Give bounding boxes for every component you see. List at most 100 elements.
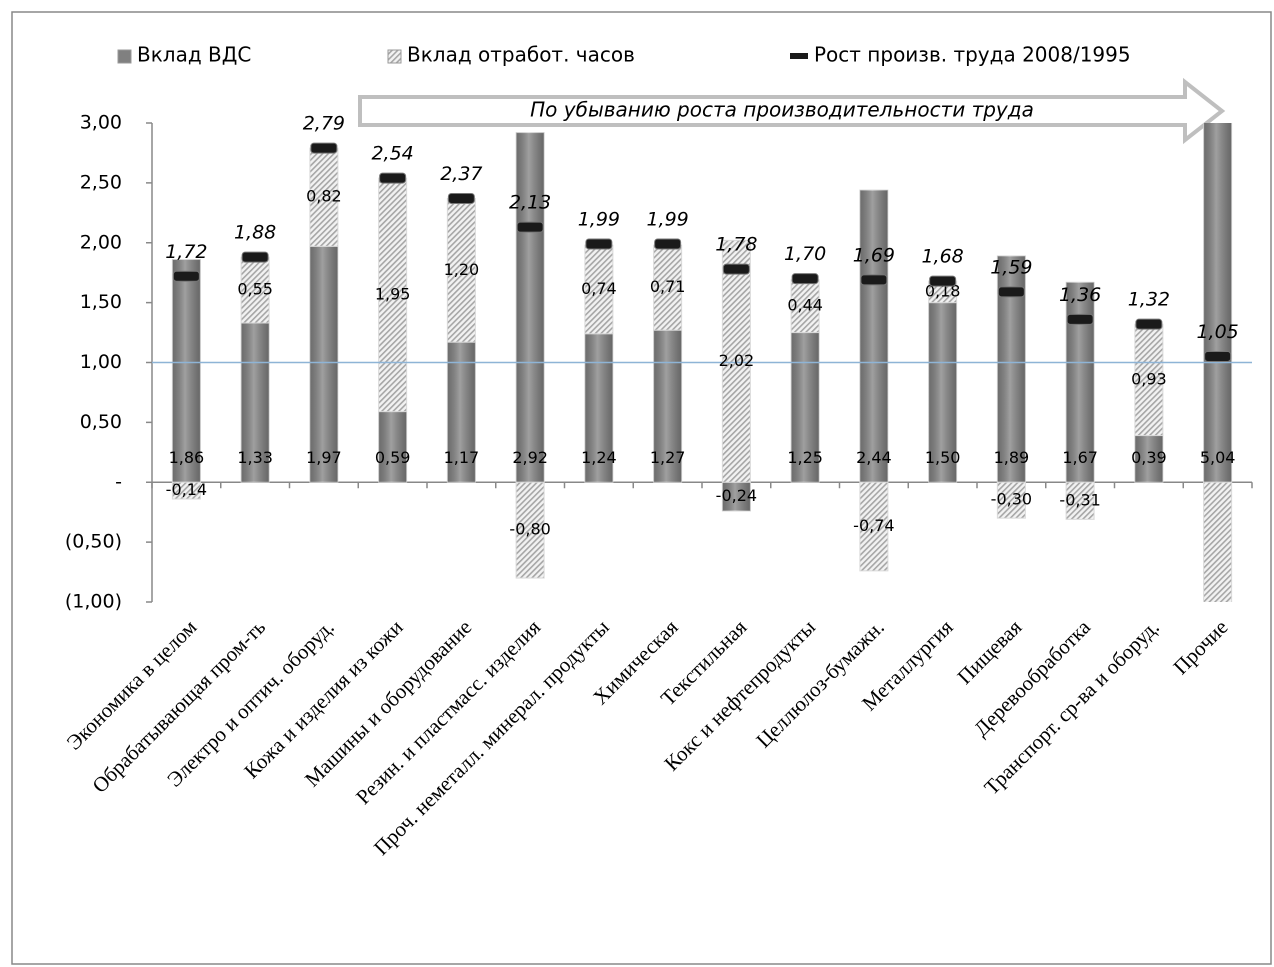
legend-swatch [790, 53, 808, 59]
bar-shine [516, 132, 545, 483]
y-tick-label: (1,00) [65, 591, 122, 613]
value-label: 5,04 [1200, 448, 1236, 467]
value-label: 0,39 [1131, 448, 1167, 467]
value-label: 2,92 [512, 448, 548, 467]
y-tick-label: 2,50 [80, 171, 122, 193]
value-label: 2,44 [856, 448, 892, 467]
bar-shine [1203, 123, 1232, 483]
bar-segment [515, 481, 545, 579]
value-label: 1,20 [444, 260, 480, 279]
growth-label: 1,78 [715, 234, 757, 256]
bar-shine [241, 322, 270, 483]
growth-label: 2,54 [371, 143, 413, 165]
y-tick-label: 2,00 [80, 231, 122, 253]
chart-frame [11, 11, 1272, 965]
legend-label: Вклад отработ. часов [407, 43, 635, 67]
value-label: -0,14 [166, 480, 207, 499]
bar-shine [172, 259, 201, 483]
y-tick-label: (0,50) [65, 531, 122, 553]
bar-segment [446, 197, 476, 343]
y-tick-label: 3,00 [80, 112, 122, 134]
growth-marker [585, 238, 613, 250]
growth-marker [241, 251, 269, 263]
bar-segment [859, 481, 889, 572]
legend-swatch [387, 49, 402, 64]
bar-shine [859, 190, 888, 483]
bar-shine [1134, 435, 1163, 483]
bar-shine [928, 302, 957, 483]
growth-label: 1,32 [1128, 289, 1170, 311]
bar-shine [584, 333, 613, 483]
value-label: 1,97 [306, 448, 342, 467]
growth-marker [447, 192, 475, 204]
annotation: По убыванию роста производительности тру… [530, 98, 1034, 122]
y-tick-label: 1,50 [80, 291, 122, 313]
value-label: 0,59 [375, 448, 411, 467]
growth-label: 2,37 [440, 163, 482, 185]
value-label: -0,31 [1059, 490, 1100, 509]
value-label: 1,24 [581, 448, 617, 467]
growth-marker [997, 286, 1025, 298]
value-label: 1,86 [169, 448, 205, 467]
growth-marker [516, 221, 544, 233]
growth-marker [379, 172, 407, 184]
value-label: 1,17 [444, 448, 480, 467]
bar-segment [721, 239, 751, 483]
value-label: -0,30 [991, 490, 1032, 509]
value-label: 1,67 [1062, 448, 1098, 467]
growth-marker [1204, 351, 1232, 363]
value-label: 0,55 [237, 280, 273, 299]
growth-label: 2,13 [509, 192, 551, 214]
growth-marker [1066, 313, 1094, 325]
value-label: -0,74 [853, 516, 894, 535]
value-label: -0,24 [716, 486, 757, 505]
growth-marker [310, 142, 338, 154]
value-label: 1,50 [925, 448, 961, 467]
y-tick-label: 0,50 [80, 411, 122, 433]
growth-marker [860, 274, 888, 286]
value-label: 1,33 [237, 448, 273, 467]
bar-segment [309, 147, 339, 247]
value-label: 1,27 [650, 448, 686, 467]
legend-label: Вклад ВДС [137, 43, 251, 67]
bar-shine [653, 330, 682, 483]
bar-segment [240, 256, 270, 324]
growth-marker [172, 270, 200, 282]
growth-label: 1,36 [1059, 284, 1101, 306]
growth-marker [929, 275, 957, 287]
value-label: 0,44 [787, 296, 823, 315]
bar-segment [996, 481, 1026, 519]
legend-label: Рост произв. труда 2008/1995 [814, 43, 1131, 67]
bar-segment [378, 177, 408, 413]
growth-label: 1,99 [578, 208, 620, 230]
value-label: 1,89 [994, 448, 1030, 467]
legend-swatch [117, 49, 132, 64]
value-label: 0,71 [650, 277, 686, 296]
growth-marker [722, 263, 750, 275]
growth-marker [1135, 318, 1163, 330]
value-label: 0,93 [1131, 369, 1167, 388]
value-label: -0,80 [509, 520, 550, 539]
bar-segment [653, 244, 683, 331]
growth-marker [654, 238, 682, 250]
y-tick-label: - [115, 471, 122, 493]
bar-segment [1203, 481, 1233, 602]
bar-segment [1134, 323, 1164, 437]
bar-shine [722, 482, 751, 511]
growth-label: 2,79 [303, 113, 345, 135]
growth-label: 1,72 [165, 241, 207, 263]
value-label: 1,25 [787, 448, 823, 467]
growth-label: 1,99 [646, 208, 688, 230]
bar-shine [378, 411, 407, 483]
bar-shine [447, 342, 476, 483]
growth-label: 1,88 [234, 222, 276, 244]
growth-label: 1,70 [784, 243, 826, 265]
bar-segment [171, 481, 201, 500]
y-tick-label: 1,00 [80, 351, 122, 373]
value-label: 0,82 [306, 187, 342, 206]
bar-shine [791, 332, 820, 483]
bar-shine [309, 246, 338, 483]
growth-label: 1,69 [853, 244, 895, 266]
value-label: 1,95 [375, 284, 411, 303]
